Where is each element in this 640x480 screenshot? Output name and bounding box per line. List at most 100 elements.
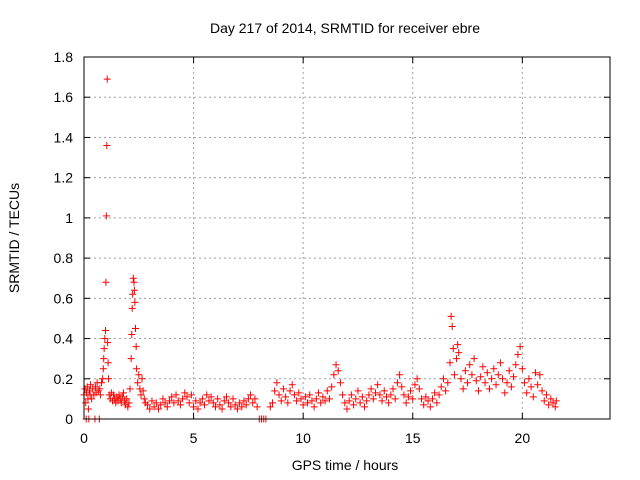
data-point bbox=[198, 395, 206, 403]
data-point bbox=[503, 379, 511, 387]
data-point bbox=[284, 399, 292, 407]
data-point bbox=[507, 383, 515, 391]
data-point bbox=[545, 401, 553, 409]
data-point bbox=[341, 399, 349, 407]
data-point bbox=[358, 393, 366, 401]
data-point bbox=[352, 395, 360, 403]
data-point bbox=[378, 397, 386, 405]
data-point bbox=[135, 371, 143, 379]
data-point bbox=[481, 379, 489, 387]
data-point bbox=[321, 397, 329, 405]
data-point bbox=[398, 383, 406, 391]
y-axis-title: SRMTID / TECUs bbox=[6, 183, 22, 293]
x-tick-label: 15 bbox=[405, 430, 421, 446]
data-point bbox=[308, 397, 316, 405]
data-point bbox=[233, 405, 241, 413]
data-point bbox=[295, 389, 303, 397]
data-point bbox=[131, 298, 139, 306]
data-point bbox=[190, 403, 198, 411]
data-point bbox=[299, 401, 307, 409]
data-point bbox=[129, 274, 137, 282]
data-point bbox=[176, 401, 184, 409]
data-point bbox=[102, 212, 110, 220]
data-point bbox=[450, 371, 458, 379]
data-point bbox=[389, 385, 397, 393]
data-point bbox=[485, 385, 493, 393]
data-point bbox=[227, 403, 235, 411]
data-point bbox=[345, 397, 353, 405]
data-point bbox=[501, 389, 509, 397]
x-axis-title: GPS time / hours bbox=[292, 457, 399, 473]
data-point bbox=[282, 393, 290, 401]
data-point bbox=[538, 387, 546, 395]
data-point bbox=[187, 391, 195, 399]
data-point bbox=[192, 397, 200, 405]
data-point bbox=[449, 345, 457, 353]
data-point bbox=[325, 395, 333, 403]
data-point bbox=[367, 385, 375, 393]
data-point bbox=[376, 391, 384, 399]
y-tick-label: 0.8 bbox=[54, 250, 74, 266]
data-point bbox=[293, 397, 301, 405]
data-point bbox=[336, 379, 344, 387]
data-point bbox=[207, 393, 215, 401]
data-point bbox=[84, 405, 92, 413]
data-point bbox=[447, 312, 455, 320]
data-point bbox=[439, 375, 447, 383]
data-point bbox=[126, 385, 134, 393]
data-point bbox=[220, 397, 228, 405]
y-tick-label: 0.2 bbox=[54, 371, 74, 387]
data-point bbox=[157, 401, 165, 409]
data-point bbox=[407, 387, 415, 395]
data-point bbox=[99, 365, 107, 373]
data-point bbox=[174, 397, 182, 405]
data-point bbox=[413, 375, 421, 383]
data-point bbox=[523, 389, 531, 397]
data-point bbox=[518, 365, 526, 373]
data-point bbox=[514, 351, 522, 359]
data-point bbox=[391, 395, 399, 403]
data-point bbox=[328, 383, 336, 391]
data-point bbox=[96, 391, 104, 399]
data-point bbox=[409, 395, 417, 403]
data-point bbox=[130, 278, 138, 286]
data-point bbox=[91, 383, 99, 391]
data-point bbox=[159, 395, 167, 403]
data-point bbox=[330, 371, 338, 379]
data-point bbox=[490, 365, 498, 373]
grid bbox=[84, 57, 610, 419]
data-point bbox=[453, 355, 461, 363]
data-point bbox=[310, 403, 318, 411]
chart-title: Day 217 of 2014, SRMTID for receiver ebr… bbox=[210, 20, 480, 36]
data-point bbox=[361, 403, 369, 411]
data-point bbox=[118, 393, 126, 401]
data-point bbox=[433, 399, 441, 407]
data-point bbox=[369, 395, 377, 403]
data-point bbox=[286, 387, 294, 395]
data-point bbox=[150, 403, 158, 411]
data-point bbox=[531, 369, 539, 377]
y-tick-label: 1.4 bbox=[54, 129, 74, 145]
data-point bbox=[231, 401, 239, 409]
data-point bbox=[527, 383, 535, 391]
data-point bbox=[172, 391, 180, 399]
data-point bbox=[168, 393, 176, 401]
data-point bbox=[540, 397, 548, 405]
data-point bbox=[102, 278, 110, 286]
data-point bbox=[483, 369, 491, 377]
data-point bbox=[422, 393, 430, 401]
data-point bbox=[420, 401, 428, 409]
data-point bbox=[103, 75, 111, 83]
data-point bbox=[101, 335, 109, 343]
data-point bbox=[249, 399, 257, 407]
y-tick-label: 0.4 bbox=[54, 331, 74, 347]
data-point bbox=[251, 395, 259, 403]
data-point bbox=[542, 391, 550, 399]
data-point bbox=[402, 399, 410, 407]
data-point bbox=[100, 345, 108, 353]
data-point bbox=[163, 403, 171, 411]
x-tick-label: 10 bbox=[295, 430, 311, 446]
data-point bbox=[253, 403, 261, 411]
data-point bbox=[512, 361, 520, 369]
